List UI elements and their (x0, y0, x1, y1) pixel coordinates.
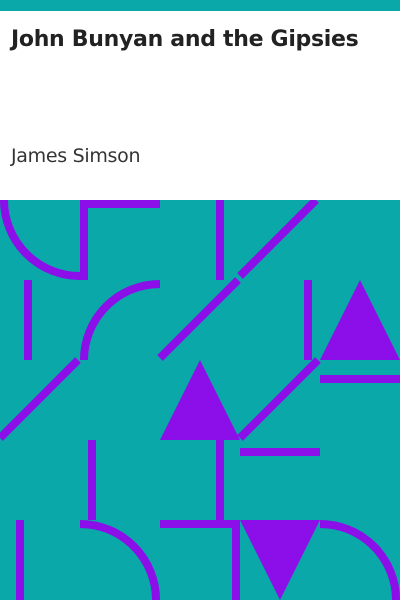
pattern-diagonal (157, 277, 241, 361)
top-accent-bar (0, 0, 400, 11)
pattern-triangle (320, 280, 400, 360)
pattern-diagonal (0, 357, 81, 441)
pattern-bracket (80, 200, 160, 280)
pattern-arc (80, 280, 161, 361)
pattern-triangle (160, 360, 240, 440)
book-title: John Bunyan and the Gipsies (11, 27, 359, 52)
pattern-arc (0, 200, 81, 280)
cover-pattern-art (0, 200, 400, 600)
pattern-diagonal (237, 357, 321, 441)
pattern-arc (79, 520, 160, 600)
book-author: James Simson (11, 145, 141, 167)
pattern-triangle (240, 520, 320, 600)
pattern-diagonal (237, 200, 319, 279)
pattern-arc (319, 520, 400, 600)
